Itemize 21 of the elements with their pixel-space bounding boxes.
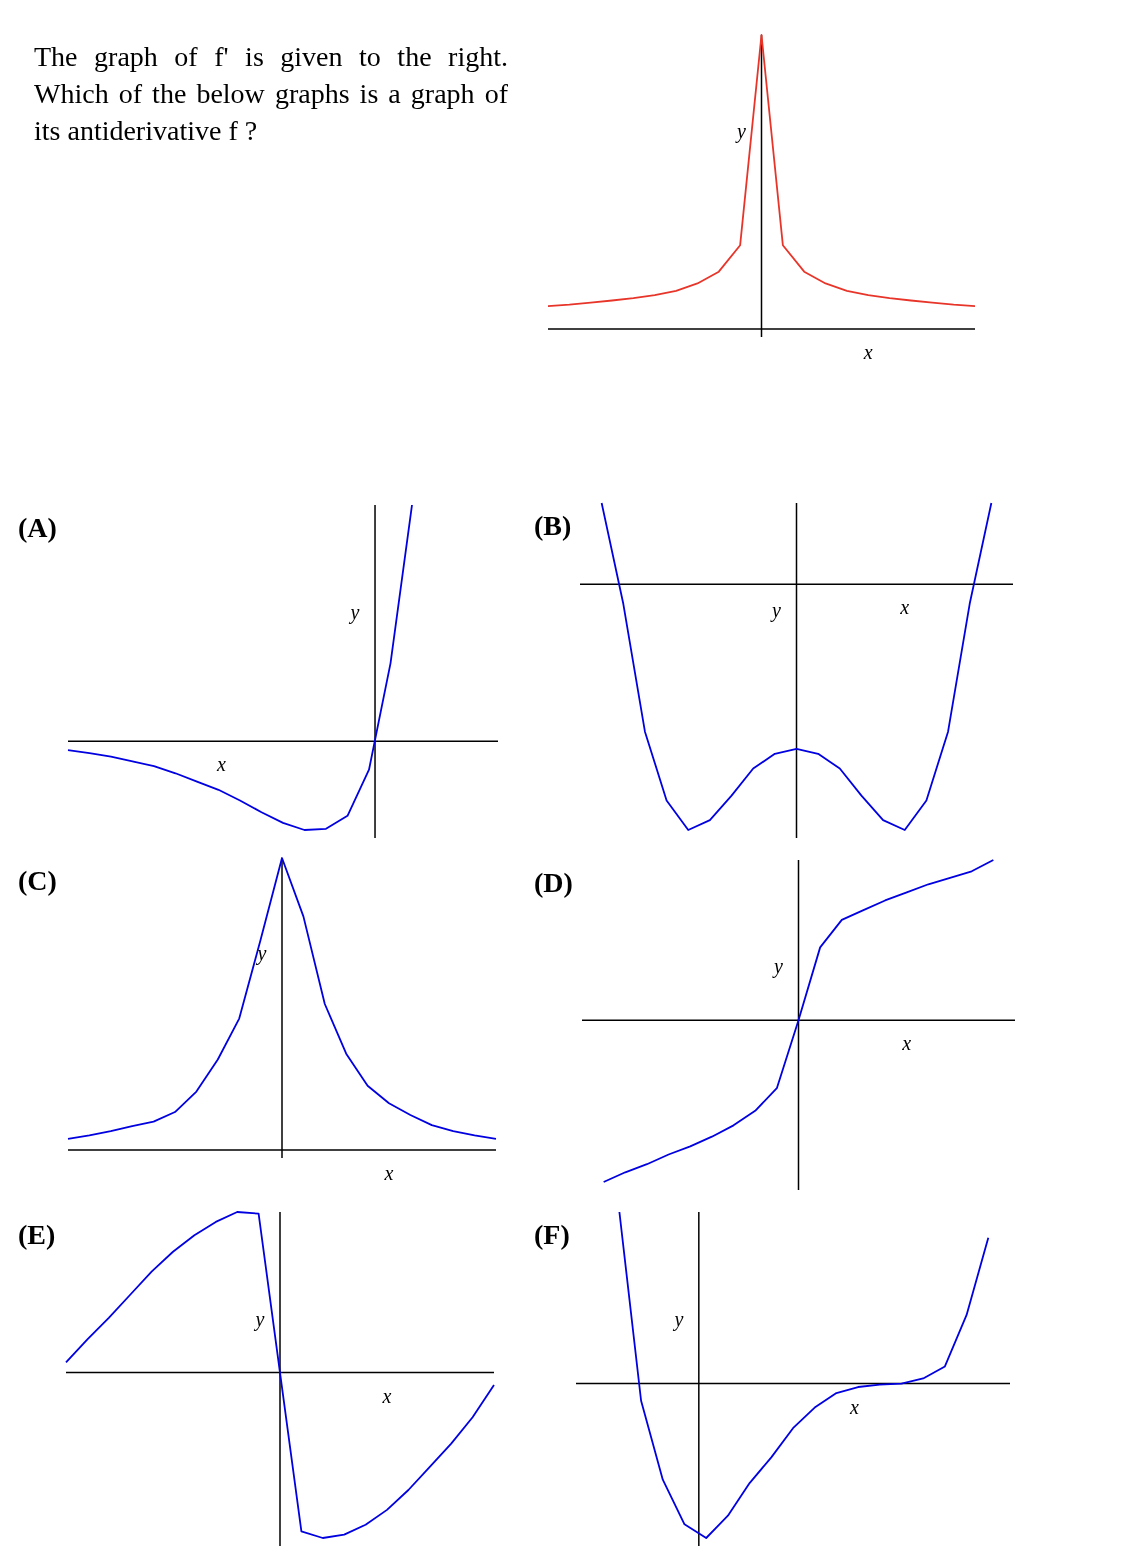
- x-axis-title: x: [216, 753, 227, 776]
- y-axis-title: y: [770, 599, 782, 623]
- x-axis-title: x: [383, 1162, 394, 1184]
- chart-title: (A): [18, 512, 57, 543]
- x-axis-title: x: [381, 1384, 392, 1407]
- text: The graph of f' is given to the right. Which of the below graphs is a graph of its antiderivative f ?: [34, 40, 508, 148]
- y-axis-title: y: [672, 1308, 684, 1332]
- chart-title: (D): [534, 867, 573, 898]
- chart-title: (B): [534, 510, 572, 541]
- y-axis-title: y: [253, 1308, 265, 1332]
- chart-title: (F): [534, 1219, 570, 1250]
- y-axis-title: y: [255, 942, 267, 966]
- y-axis-title: y: [735, 119, 747, 143]
- x-axis-title: x: [901, 1032, 912, 1055]
- chart-title: (E): [18, 1219, 56, 1250]
- x-axis-title: x: [862, 341, 873, 363]
- chart-title: (C): [18, 865, 57, 896]
- y-axis-title: y: [348, 600, 360, 624]
- y-axis-title: y: [772, 954, 784, 978]
- x-axis-title: x: [848, 1395, 859, 1418]
- x-axis-title: x: [899, 596, 910, 619]
